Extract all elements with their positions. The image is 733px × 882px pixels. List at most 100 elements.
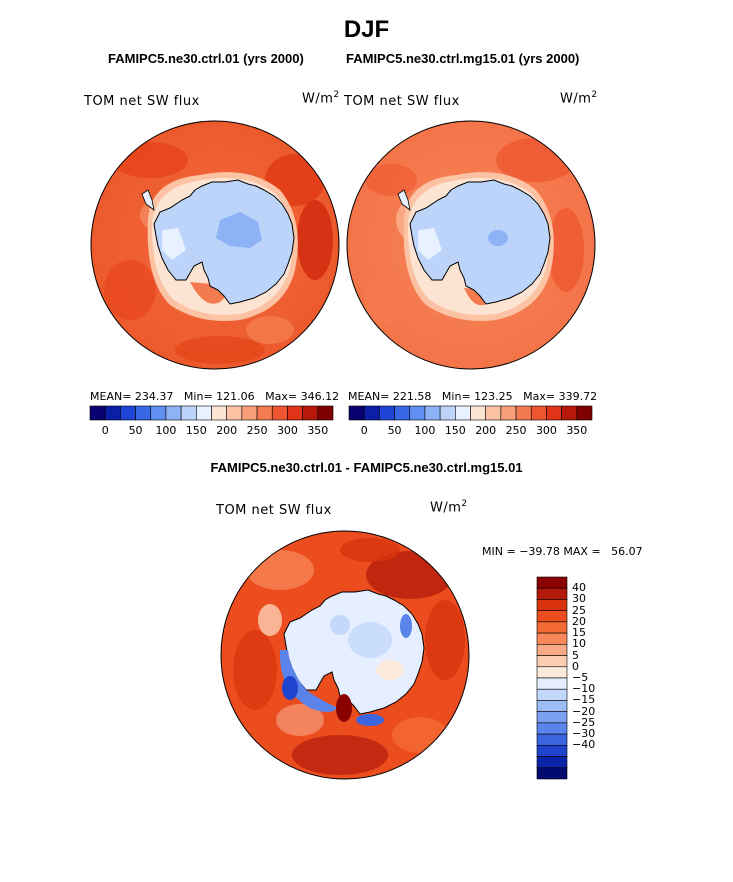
difference-colorbar-tick-label: −25 [572, 715, 596, 729]
panel1-colorbar [89, 405, 334, 421]
panel2-colorbar-ticks: 0 50 100 150 200 250 300 350 [349, 424, 592, 438]
colorbar-swatch [546, 405, 562, 421]
difference-colorbar-swatch [536, 700, 568, 712]
colorbar-swatch [211, 405, 227, 421]
panel1-colorbar-tick-label: 250 [246, 424, 268, 437]
colorbar-swatch [104, 405, 121, 421]
panel2-colorbar-tick-label: 150 [444, 424, 466, 437]
panel2-stats: MEAN= 221.58 Min= 123.25 Max= 339.72 [348, 390, 598, 403]
colorbar-swatch [302, 405, 319, 421]
page-title: DJF [343, 16, 390, 43]
panel2-colorbar-tick-label: 250 [505, 424, 527, 437]
panel1-colorbar-tick-label: 350 [307, 424, 329, 437]
colorbar-swatch [363, 405, 380, 421]
difference-colorbar-tick-label: 30 [572, 592, 586, 606]
difference-colorbar-tick-label: −15 [572, 693, 596, 707]
difference-colorbar-tick-label: −5 [572, 671, 589, 684]
difference-colorbar-swatch [536, 756, 568, 769]
difference-antarctica [279, 589, 425, 726]
colorbar-swatch [455, 405, 471, 421]
difference-min-max: MIN = −39.78 MAX = 56.07 [482, 545, 643, 558]
panel2-colorbar-tick-label: 300 [535, 424, 557, 437]
colorbar-swatch [530, 405, 547, 421]
colorbar-swatch [576, 405, 593, 421]
colorbar-swatch [256, 405, 273, 421]
colorbar-swatch [409, 405, 426, 421]
panel2-variable-label: TOM net SW flux [344, 94, 460, 109]
difference-colorbar-swatch [536, 733, 568, 746]
panel1-colorbar-tick-label: 300 [276, 424, 298, 437]
panel1-stats: MEAN= 234.37 Min= 121.06 Max= 346.12 [90, 390, 340, 403]
difference-colorbar-tick-label: 5 [572, 648, 579, 662]
panel1-colorbar-tick-label: 200 [216, 424, 238, 437]
difference-colorbar-swatch [536, 576, 568, 589]
colorbar-swatch [515, 405, 532, 421]
panel1-antarctica [141, 179, 295, 305]
colorbar-swatch [196, 405, 212, 421]
colorbar-swatch [89, 405, 106, 421]
panel2-case-title: FAMIPC5.ne30.ctrl.mg15.01 (yrs 2000) [346, 51, 580, 66]
colorbar-swatch [287, 405, 303, 421]
difference-colorbar-swatch [536, 666, 568, 679]
panel1-case-title: FAMIPC5.ne30.ctrl.01 (yrs 2000) [108, 51, 304, 66]
difference-colorbar-swatch [536, 599, 568, 611]
colorbar-swatch [394, 405, 411, 421]
difference-colorbar-tick-label: 40 [572, 581, 586, 595]
colorbar-swatch [120, 405, 136, 421]
difference-colorbar-swatch [536, 587, 568, 600]
panel1-colorbar-tick-label: 0 [101, 424, 109, 437]
difference-polar-map [220, 530, 470, 780]
difference-colorbar-tick-label: 0 [572, 659, 579, 673]
difference-colorbar-swatch [536, 767, 568, 780]
colorbar-swatch [241, 405, 258, 421]
difference-colorbar-swatch [536, 745, 568, 757]
panel2-polar-map [346, 120, 596, 370]
panel1-units-label: W/m2 [302, 90, 340, 107]
difference-variable-label: TOM net SW flux [216, 503, 332, 518]
colorbar-swatch [439, 405, 456, 421]
panel1-colorbar-tick-label: 50 [128, 424, 143, 437]
difference-colorbar [536, 576, 568, 780]
colorbar-swatch [500, 405, 517, 421]
difference-colorbar-swatch [536, 711, 568, 724]
colorbar-swatch [561, 405, 578, 421]
difference-colorbar-tick-label: −40 [572, 738, 596, 752]
panel2-units-label: W/m2 [560, 90, 598, 107]
colorbar-swatch [271, 405, 288, 421]
panel2-colorbar-tick-label: 0 [360, 424, 368, 437]
colorbar-swatch [150, 405, 167, 421]
difference-colorbar-swatch [536, 722, 568, 735]
panel1-colorbar-tick-label: 150 [185, 424, 207, 437]
panel2-colorbar-tick-label: 100 [414, 424, 436, 437]
difference-colorbar-swatch [536, 688, 568, 701]
colorbar-swatch [348, 405, 365, 421]
panel2-colorbar-tick-label: 350 [566, 424, 588, 437]
colorbar-swatch [317, 405, 334, 421]
colorbar-swatch [135, 405, 152, 421]
panel1-colorbar-tick-label: 100 [155, 424, 177, 437]
difference-colorbar-swatch [536, 621, 568, 634]
colorbar-swatch [165, 405, 182, 421]
colorbar-swatch [485, 405, 502, 421]
difference-units-label: W/m2 [430, 499, 468, 516]
difference-colorbar-swatch [536, 655, 568, 668]
colorbar-swatch [470, 405, 486, 421]
colorbar-swatch [379, 405, 395, 421]
colorbar-swatch [424, 405, 441, 421]
panel1-variable-label: TOM net SW flux [84, 94, 200, 109]
panel1-polar-map [90, 120, 340, 370]
difference-colorbar-swatch [536, 677, 568, 690]
difference-colorbar-tick-label: 20 [572, 614, 586, 628]
difference-colorbar-ticks: 40 30 25 20 15 10 5 0 −5 −10 −15 −20 −25 −30 −40 [572, 577, 632, 779]
panel2-colorbar [348, 405, 593, 421]
panel2-antarctica [397, 179, 551, 305]
difference-colorbar-swatch [536, 632, 568, 645]
panel2-colorbar-tick-label: 200 [475, 424, 497, 437]
panel1-colorbar-ticks: 0 50 100 150 200 250 300 350 [90, 424, 333, 438]
difference-colorbar-swatch [536, 644, 568, 656]
difference-colorbar-tick-label: 25 [572, 603, 586, 617]
colorbar-swatch [226, 405, 243, 421]
difference-colorbar-tick-label: −30 [572, 727, 596, 741]
difference-colorbar-tick-label: −10 [572, 682, 596, 696]
difference-colorbar-swatch [536, 610, 568, 623]
